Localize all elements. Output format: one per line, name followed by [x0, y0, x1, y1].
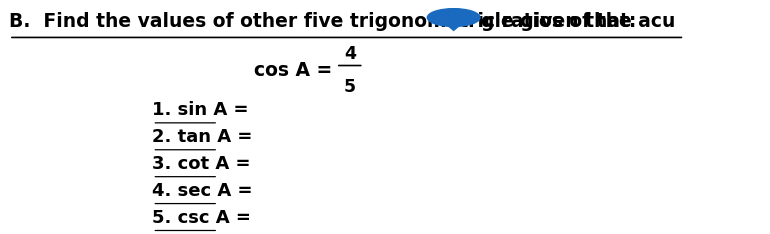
Text: gle given that:: gle given that:: [480, 11, 636, 31]
Text: 4: 4: [343, 45, 356, 63]
Text: B.  Find the values of other five trigonometric ratios of the acu: B. Find the values of other five trigono…: [9, 11, 675, 31]
Text: 2. tan A =: 2. tan A =: [152, 128, 253, 146]
Circle shape: [427, 9, 480, 26]
Polygon shape: [438, 18, 469, 30]
Text: 5. csc A =: 5. csc A =: [152, 209, 251, 227]
Text: 3. cot A =: 3. cot A =: [152, 155, 251, 173]
Text: 4. sec A =: 4. sec A =: [152, 182, 253, 200]
Text: 1. sin A =: 1. sin A =: [152, 101, 249, 119]
Text: cos A =: cos A =: [254, 61, 333, 80]
Text: 5: 5: [343, 78, 356, 95]
